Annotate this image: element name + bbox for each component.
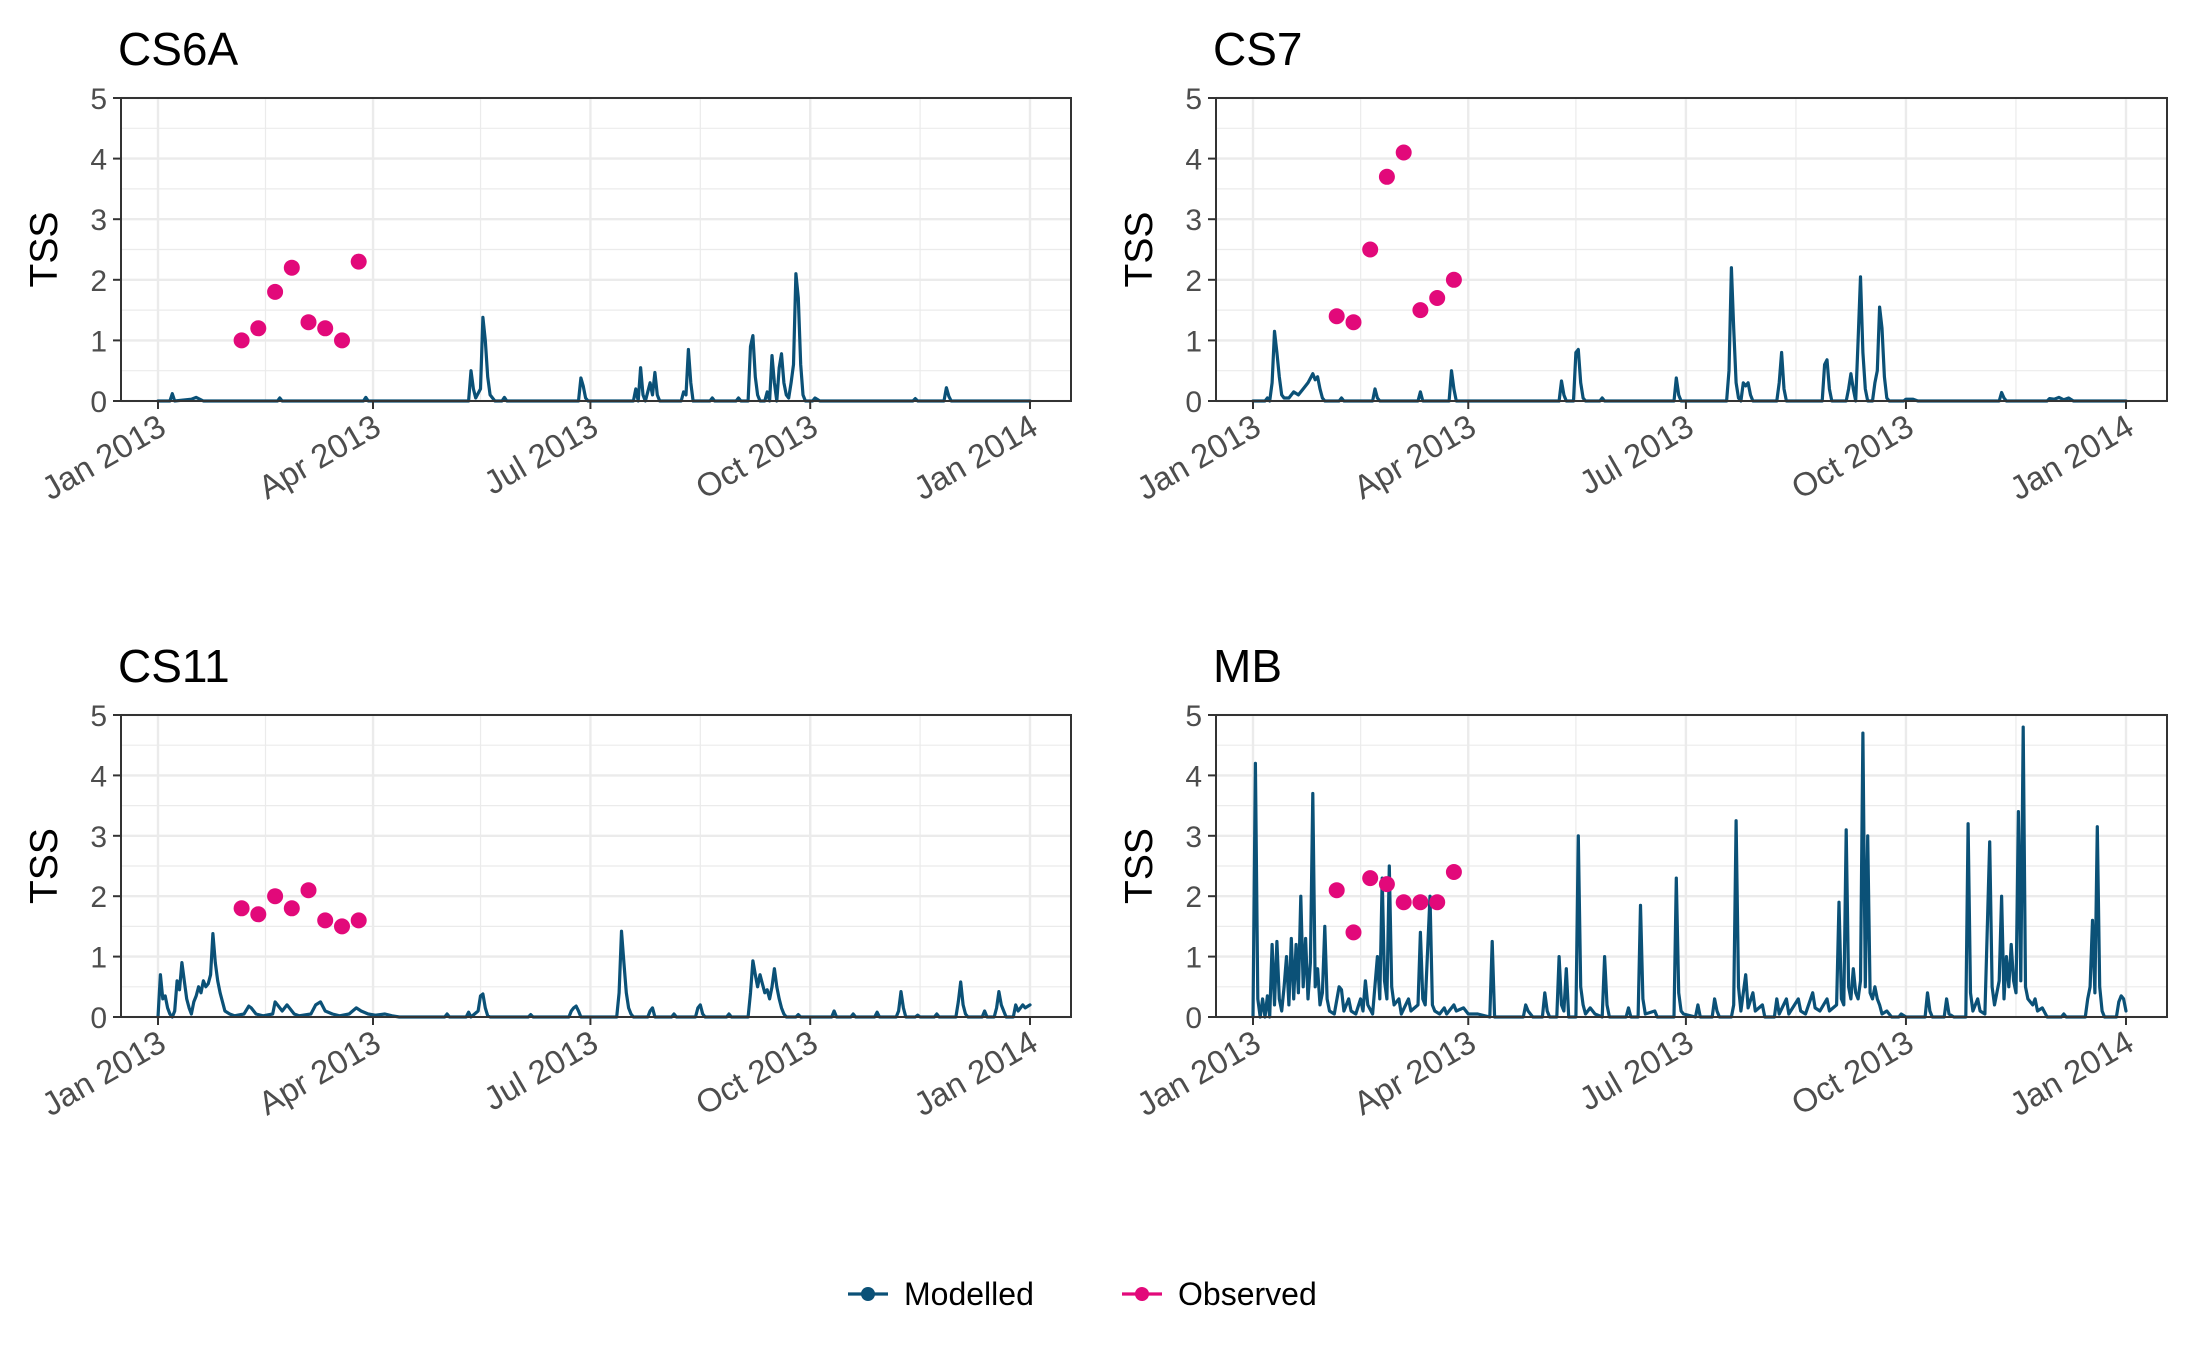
y-axis-title: TSS — [23, 212, 66, 288]
y-tick-label: 4 — [1185, 144, 1202, 177]
y-tick-label: 5 — [90, 83, 107, 116]
y-tick-label: 3 — [1185, 204, 1202, 237]
observed-point — [334, 332, 350, 349]
panel-border — [1215, 714, 2168, 1018]
y-tick-label: 0 — [90, 1002, 107, 1035]
y-axis-title: TSS — [1118, 212, 1161, 288]
y-tick-label: 5 — [1185, 83, 1202, 116]
y-tick-label: 4 — [1185, 760, 1202, 793]
y-tick-label: 2 — [90, 265, 107, 298]
series-line-modelled — [1251, 266, 2128, 403]
panel-title: CS7 — [1213, 23, 1302, 75]
observed-point — [1345, 924, 1362, 941]
legend-label: Modelled — [904, 1276, 1034, 1312]
y-tick-label: 1 — [1185, 942, 1202, 975]
observed-point — [1378, 168, 1395, 185]
observed-point — [317, 320, 334, 337]
observed-point — [1362, 241, 1379, 258]
legend-item-modelled: Modelled — [848, 1276, 1034, 1312]
y-tick-label: 2 — [1185, 881, 1202, 914]
observed-point — [1395, 144, 1412, 161]
y-tick-label: 1 — [1185, 325, 1202, 358]
y-tick-label: 1 — [90, 325, 107, 358]
observed-point — [1429, 290, 1446, 306]
y-tick-label: 0 — [1185, 386, 1202, 419]
y-tick-label: 0 — [90, 386, 107, 419]
y-tick-label: 3 — [1185, 821, 1202, 854]
observed-point — [300, 882, 317, 899]
observed-point — [1445, 271, 1462, 288]
y-tick-label: 3 — [90, 204, 107, 237]
observed-point — [1328, 882, 1345, 899]
panel-border — [1215, 97, 2168, 402]
y-tick-label: 0 — [1185, 1002, 1202, 1035]
observed-point — [1412, 302, 1429, 319]
y-tick-label: 2 — [90, 881, 107, 914]
observed-point — [250, 906, 267, 923]
legend: Modelled Observed — [848, 1276, 1317, 1312]
legend-key-point — [861, 1287, 875, 1301]
y-axis-title: TSS — [1118, 828, 1161, 904]
observed-point — [233, 332, 250, 349]
observed-point — [317, 912, 334, 929]
observed-point — [1345, 314, 1362, 331]
panel-title: CS6A — [118, 23, 238, 75]
observed-point — [1429, 894, 1446, 911]
observed-point — [233, 900, 250, 917]
observed-point — [250, 320, 267, 337]
observed-point — [1328, 308, 1345, 325]
observed-point — [350, 912, 367, 929]
legend-label: Observed — [1178, 1276, 1317, 1312]
observed-point — [283, 900, 300, 917]
observed-point — [267, 283, 284, 300]
panel-title: CS11 — [118, 640, 230, 692]
y-tick-label: 4 — [90, 144, 107, 177]
observed-point — [267, 888, 284, 905]
y-tick-label: 4 — [90, 760, 107, 793]
y-tick-label: 2 — [1185, 265, 1202, 298]
panel-border — [120, 97, 1072, 402]
observed-point — [334, 918, 350, 935]
y-tick-label: 5 — [1185, 700, 1202, 733]
series-line-modelled — [156, 272, 1032, 403]
observed-point — [1362, 870, 1379, 887]
observed-point — [1412, 894, 1429, 911]
y-tick-label: 3 — [90, 821, 107, 854]
y-tick-label: 1 — [90, 942, 107, 975]
legend-item-observed: Observed — [1122, 1276, 1317, 1312]
observed-point — [1395, 894, 1412, 911]
panel-title: MB — [1213, 640, 1282, 692]
panel-border — [120, 714, 1072, 1018]
observed-point — [283, 259, 300, 276]
series-line-modelled — [1251, 725, 2128, 1019]
observed-point — [1378, 876, 1395, 893]
observed-point — [1445, 864, 1462, 880]
observed-point — [350, 253, 367, 270]
y-tick-label: 5 — [90, 700, 107, 733]
y-axis-title: TSS — [23, 828, 66, 904]
legend-key-point — [1135, 1287, 1149, 1301]
observed-point — [300, 314, 317, 331]
